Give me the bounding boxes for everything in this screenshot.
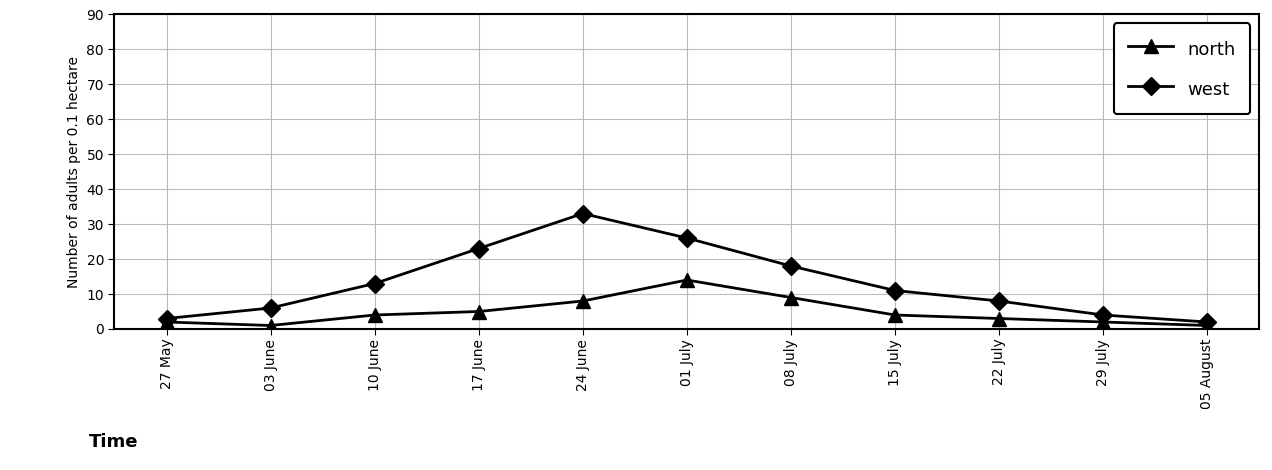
Line: west: west [160,207,1213,328]
north [263,323,279,329]
west [471,246,486,251]
north [368,312,383,318]
west [575,211,590,216]
west [679,235,695,241]
west [888,288,903,293]
Text: Time: Time [89,433,139,451]
west [368,281,383,286]
north [159,319,174,325]
north [1095,319,1110,325]
north [784,295,799,300]
north [1199,323,1215,329]
Line: north: north [159,273,1215,332]
west [1095,312,1110,318]
north [471,309,486,314]
north [575,298,590,304]
north [888,312,903,318]
Legend: north, west: north, west [1113,23,1250,114]
west [991,298,1006,304]
west [1199,319,1215,325]
west [159,316,174,321]
Y-axis label: Number of adults per 0.1 hectare: Number of adults per 0.1 hectare [67,55,81,288]
north [991,316,1006,321]
west [784,263,799,269]
north [679,277,695,283]
west [263,305,279,311]
